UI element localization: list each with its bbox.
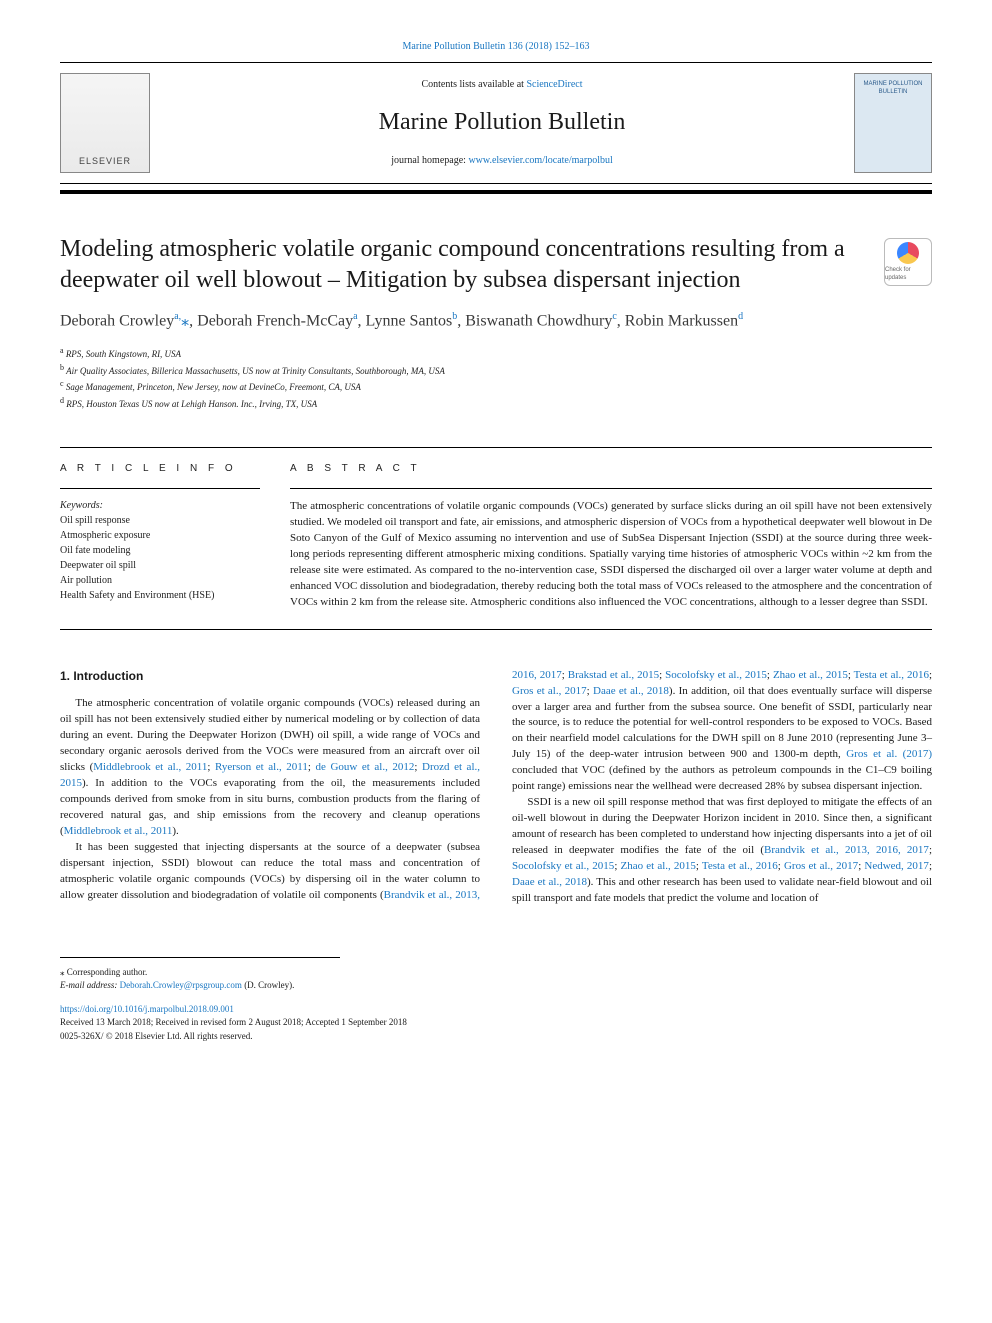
page-footer: https://doi.org/10.1016/j.marpolbul.2018… <box>60 1003 932 1044</box>
keyword: Deepwater oil spill <box>60 558 260 573</box>
keywords-label: Keywords: <box>60 499 260 513</box>
updates-icon <box>897 242 919 264</box>
abstract-block: A B S T R A C T The atmospheric concentr… <box>290 462 932 611</box>
corresponding-footer: ⁎ Corresponding author. E-mail address: … <box>60 957 340 993</box>
corr-email-link[interactable]: Deborah.Crowley@rpsgroup.com <box>120 980 242 990</box>
journal-cover-thumb: MARINE POLLUTION BULLETIN <box>854 73 932 173</box>
cite-link[interactable]: Testa et al., 2016 <box>854 669 929 681</box>
homepage-prefix: journal homepage: <box>391 155 468 166</box>
journal-header: ELSEVIER Contents lists available at Sci… <box>60 62 932 184</box>
cite-link[interactable]: Middlebrook et al., 2011 <box>93 761 207 773</box>
contents-prefix: Contents lists available at <box>421 79 526 90</box>
homepage-link[interactable]: www.elsevier.com/locate/marpolbul <box>468 155 612 166</box>
body-paragraph: The atmospheric concentration of volatil… <box>60 696 480 839</box>
header-rule <box>60 190 932 194</box>
doi-link[interactable]: https://doi.org/10.1016/j.marpolbul.2018… <box>60 1004 234 1014</box>
cite-link[interactable]: Gros et al., 2017 <box>512 685 587 697</box>
cite-link[interactable]: Zhao et al., 2015 <box>621 860 696 872</box>
abstract-text: The atmospheric concentrations of volati… <box>290 499 932 611</box>
affiliation-item: a RPS, South Kingstown, RI, USA <box>60 345 932 362</box>
cite-link[interactable]: de Gouw et al., 2012 <box>316 761 415 773</box>
issn-copyright: 0025-326X/ © 2018 Elsevier Ltd. All righ… <box>60 1030 932 1044</box>
affiliation-item: d RPS, Houston Texas US now at Lehigh Ha… <box>60 395 932 412</box>
top-citation: Marine Pollution Bulletin 136 (2018) 152… <box>60 40 932 54</box>
cover-label: MARINE POLLUTION BULLETIN <box>855 80 931 97</box>
cite-link[interactable]: Testa et al., 2016 <box>702 860 778 872</box>
corr-email-suffix: (D. Crowley). <box>242 980 295 990</box>
updates-label: Check for updates <box>885 266 931 283</box>
elsevier-logo: ELSEVIER <box>60 73 150 173</box>
section-1-heading: 1. Introduction <box>60 668 480 685</box>
affil-sup-b[interactable]: b <box>452 311 457 322</box>
affiliation-item: c Sage Management, Princeton, New Jersey… <box>60 378 932 395</box>
keyword: Health Safety and Environment (HSE) <box>60 588 260 603</box>
corr-label: ⁎ Corresponding author. <box>60 966 340 980</box>
cite-link[interactable]: Daae et al., 2018 <box>512 876 587 888</box>
email-label: E-mail address: <box>60 980 120 990</box>
keyword: Oil fate modeling <box>60 543 260 558</box>
cite-link[interactable]: Brakstad et al., 2015 <box>568 669 659 681</box>
journal-name: Marine Pollution Bulletin <box>170 106 834 140</box>
homepage-line: journal homepage: www.elsevier.com/locat… <box>170 154 834 168</box>
affil-sup-d[interactable]: d <box>738 311 743 322</box>
cite-link[interactable]: Socolofsky et al., 2015 <box>512 860 614 872</box>
affil-sup-c[interactable]: c <box>612 311 616 322</box>
article-info-head: A R T I C L E I N F O <box>60 462 260 476</box>
body-columns: 1. Introduction The atmospheric concentr… <box>60 668 932 907</box>
article-info-block: A R T I C L E I N F O Keywords: Oil spil… <box>60 462 290 611</box>
sciencedirect-link[interactable]: ScienceDirect <box>526 79 582 90</box>
cite-link[interactable]: Brandvik et al., 2013, 2016, 2017 <box>764 844 929 856</box>
keyword: Oil spill response <box>60 513 260 528</box>
corr-star[interactable]: ⁎ <box>181 313 189 330</box>
history-line: Received 13 March 2018; Received in revi… <box>60 1016 932 1030</box>
cite-link[interactable]: Zhao et al., 2015 <box>773 669 848 681</box>
contents-line: Contents lists available at ScienceDirec… <box>170 78 834 92</box>
affil-sup-a2[interactable]: a <box>353 311 357 322</box>
check-updates-badge[interactable]: Check for updates <box>884 238 932 286</box>
affiliations: a RPS, South Kingstown, RI, USA b Air Qu… <box>60 345 932 411</box>
cite-link[interactable]: Socolofsky et al., 2015 <box>665 669 767 681</box>
cite-link[interactable]: Ryerson et al., 2011 <box>215 761 308 773</box>
abstract-head: A B S T R A C T <box>290 462 932 476</box>
cite-link[interactable]: Gros et al. (2017) <box>846 748 932 760</box>
article-title: Modeling atmospheric volatile organic co… <box>60 234 864 296</box>
keywords-list: Oil spill response Atmospheric exposure … <box>60 513 260 603</box>
keyword: Atmospheric exposure <box>60 528 260 543</box>
top-citation-link[interactable]: Marine Pollution Bulletin 136 (2018) 152… <box>403 41 590 52</box>
abstract-bottom-rule <box>60 629 932 630</box>
keyword: Air pollution <box>60 573 260 588</box>
cite-link[interactable]: Gros et al., 2017 <box>784 860 858 872</box>
cite-link[interactable]: Nedwed, 2017 <box>864 860 929 872</box>
affiliation-item: b Air Quality Associates, Billerica Mass… <box>60 362 932 379</box>
cite-link[interactable]: Middlebrook et al., 2011 <box>64 825 173 837</box>
body-paragraph: SSDI is a new oil spill response method … <box>512 795 932 907</box>
authors: Deborah Crowleya,⁎, Deborah French-McCay… <box>60 310 932 333</box>
cite-link[interactable]: Daae et al., 2018 <box>593 685 669 697</box>
header-center: Contents lists available at ScienceDirec… <box>150 78 854 168</box>
